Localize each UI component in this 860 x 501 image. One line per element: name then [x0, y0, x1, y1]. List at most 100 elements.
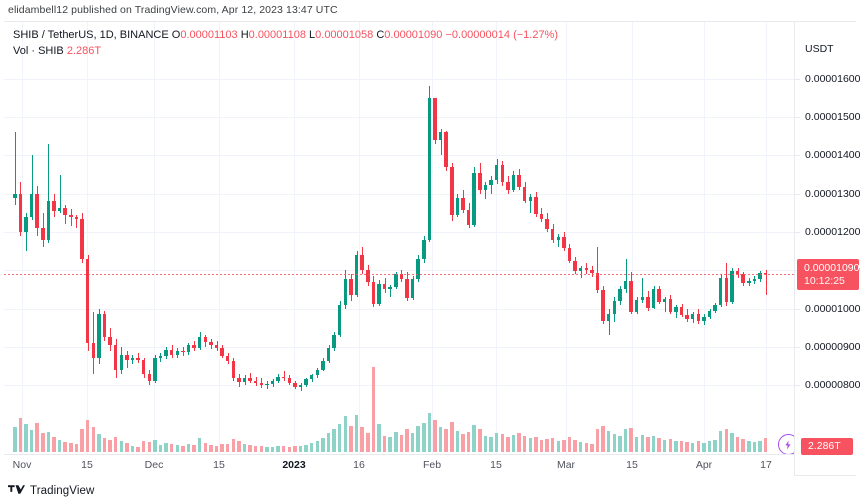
candle-wick [284, 371, 285, 381]
candle-body [41, 228, 45, 240]
candle-body [147, 374, 151, 381]
volume-bar [242, 443, 247, 452]
legend-volume-value: 2.286T [66, 45, 102, 57]
price-tick-label: 0.00001300 [805, 187, 860, 200]
candle-body [304, 379, 308, 386]
volume-bar [382, 435, 387, 452]
candle-body [102, 314, 107, 338]
volume-bar [461, 434, 465, 452]
volume-bar [332, 429, 336, 452]
legend-close-label: C [376, 29, 385, 41]
price-tick-label: 0.00000800 [805, 379, 860, 392]
volume-bar [394, 431, 398, 452]
candle-body [763, 273, 768, 275]
volume-bar [702, 443, 706, 452]
candle-body [338, 304, 342, 335]
price-axis[interactable]: USDT 0.00001600 0.00001500 0.00001400 0.000… [794, 22, 860, 475]
volume-bar [438, 426, 443, 452]
legend-open-value: 0.00001103 [180, 29, 238, 41]
candle-body [282, 376, 286, 379]
volume-bar [534, 436, 538, 452]
volume-bar [657, 438, 661, 452]
volume-value-tag[interactable]: 2.286T [801, 438, 853, 455]
current-price-tag[interactable]: 0.00001090 10:12:25 [797, 259, 859, 291]
volume-bar [298, 446, 303, 452]
volume-bar [584, 443, 589, 452]
tradingview-logo[interactable]: TradingView [8, 482, 94, 500]
candle-body [416, 258, 420, 280]
volume-bar [629, 427, 633, 452]
candle-wick [581, 265, 582, 278]
candle-body [388, 287, 392, 290]
candle-body [343, 278, 348, 305]
candle-body [662, 299, 667, 302]
candle-body [685, 314, 689, 320]
candle-body [422, 239, 426, 259]
volume-bar [634, 436, 639, 452]
volume-bar [214, 445, 219, 452]
volume-bar [450, 422, 454, 452]
volume-bar [713, 439, 717, 452]
time-tick-label: 2023 [282, 459, 306, 471]
volume-bar [181, 445, 185, 452]
legend-symbol[interactable]: SHIB / TetherUS, 1D, BINANCE [13, 29, 169, 41]
volume-bar [550, 438, 555, 452]
candle-body [601, 290, 605, 321]
candle-body [153, 357, 157, 381]
candle-body [494, 164, 499, 180]
tradingview-mark-icon [8, 482, 25, 500]
volume-bar [225, 443, 230, 452]
candle-body [192, 344, 196, 348]
price-line-dotted [4, 274, 794, 276]
candle-wick [60, 174, 61, 213]
volume-bar [197, 438, 202, 452]
attribution-text: elidambell12 published on TradingView.co… [8, 4, 338, 16]
gridline-horizontal [4, 193, 794, 195]
volume-bar [13, 426, 17, 452]
price-tick-dash [795, 346, 800, 348]
volume-bar [186, 443, 191, 452]
candle-wick [26, 212, 27, 252]
gridline-horizontal [4, 78, 794, 80]
candle-body [483, 185, 488, 190]
candle-body [500, 164, 504, 183]
time-axis[interactable]: Nov 15 Dec 15 2023 16 Feb 15 Mar 15 Apr 17 [4, 454, 794, 476]
lightning-bolt-icon[interactable] [777, 434, 794, 455]
candle-body [702, 317, 706, 321]
candle-body [618, 289, 622, 301]
volume-bar [175, 444, 179, 452]
candle-body [158, 356, 163, 358]
volume-bar [405, 429, 409, 452]
chart-plot-area[interactable] [4, 22, 794, 475]
candle-body [46, 201, 51, 240]
candle-body [640, 297, 645, 301]
volume-bar [466, 431, 471, 452]
time-tick-label: Apr [695, 459, 713, 471]
time-tick-label: 15 [213, 459, 225, 471]
volume-bar [125, 443, 129, 452]
volume-bar [253, 445, 258, 452]
candle-wick [609, 308, 610, 336]
candle-body [747, 281, 751, 284]
candle-body [679, 307, 684, 315]
candle-body [164, 349, 168, 357]
time-tick-label: 15 [490, 459, 502, 471]
volume-bar [119, 440, 123, 452]
legend-low-value: 0.00001058 [315, 29, 374, 41]
candle-body [366, 270, 370, 282]
gridline-vertical [766, 22, 767, 454]
candle-body [321, 360, 325, 370]
gridline-vertical [22, 22, 23, 454]
legend-high-label: H [240, 29, 249, 41]
volume-bar [102, 438, 107, 452]
gridline-vertical [432, 22, 433, 454]
gridline-horizontal [4, 270, 794, 272]
volume-bar [651, 435, 656, 452]
volume-bar [270, 447, 275, 452]
volume-bar [763, 438, 768, 452]
volume-bar [539, 439, 544, 452]
legend-volume-title[interactable]: Vol · SHIB [13, 45, 64, 57]
gridline-vertical [154, 22, 155, 454]
candle-body [80, 218, 84, 259]
volume-bar [282, 446, 286, 452]
